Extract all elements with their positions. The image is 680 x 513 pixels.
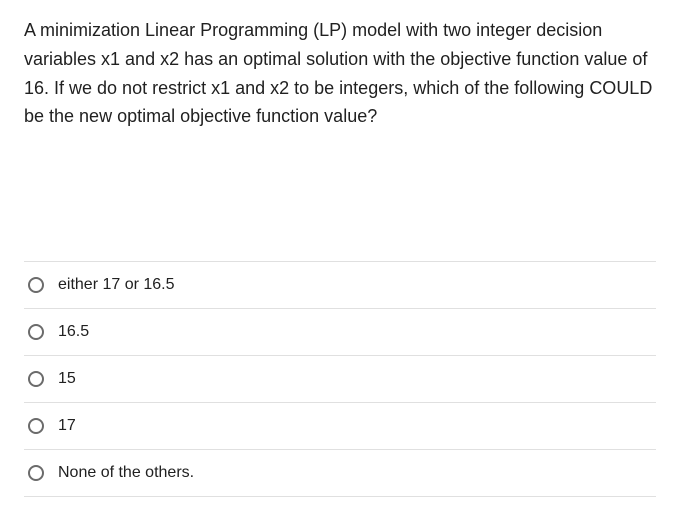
option-label: 17 — [58, 417, 76, 435]
radio-icon[interactable] — [28, 465, 44, 481]
option-row[interactable]: 16.5 — [24, 308, 656, 355]
radio-icon[interactable] — [28, 277, 44, 293]
option-label: None of the others. — [58, 464, 194, 482]
option-label: either 17 or 16.5 — [58, 276, 175, 294]
options-list: either 17 or 16.5 16.5 15 17 None of the… — [24, 261, 656, 497]
option-row[interactable]: either 17 or 16.5 — [24, 261, 656, 308]
option-label: 15 — [58, 370, 76, 388]
radio-icon[interactable] — [28, 418, 44, 434]
radio-icon[interactable] — [28, 371, 44, 387]
radio-icon[interactable] — [28, 324, 44, 340]
option-row[interactable]: None of the others. — [24, 449, 656, 497]
option-row[interactable]: 17 — [24, 402, 656, 449]
option-row[interactable]: 15 — [24, 355, 656, 402]
question-text: A minimization Linear Programming (LP) m… — [24, 16, 656, 131]
option-label: 16.5 — [58, 323, 89, 341]
